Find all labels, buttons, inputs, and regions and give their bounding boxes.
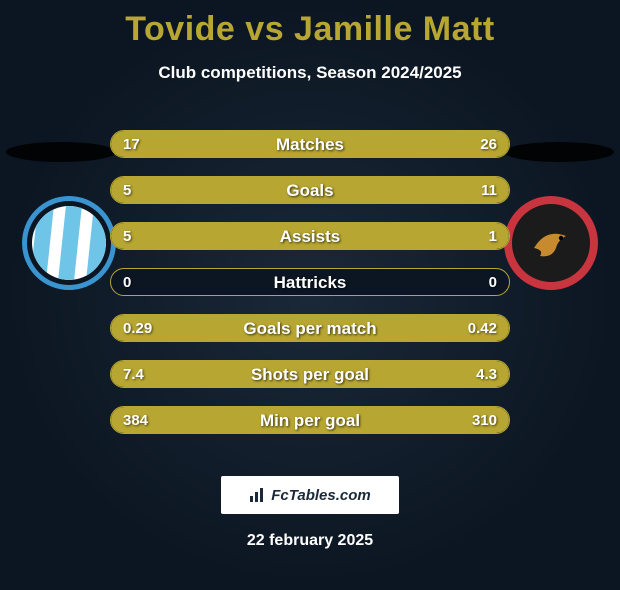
branding-text: FcTables.com [271,487,370,504]
stat-row: 1726Matches [110,130,510,158]
branding-chart-icon [249,486,267,504]
stat-row: 384310Min per goal [110,406,510,434]
stat-label: Goals per match [111,315,509,342]
colchester-badge-icon [32,206,106,280]
stat-row: 0.290.42Goals per match [110,314,510,342]
walsall-swift-icon [526,218,576,268]
player-shadow-right [504,142,614,162]
stat-row: 51Assists [110,222,510,250]
footer: FcTables.com 22 february 2025 [0,458,620,550]
branding-badge: FcTables.com [221,476,399,514]
comparison-rows: 1726Matches 511Goals 51Assists 00Hattricks 0… [110,130,510,452]
date: 22 february 2025 [0,532,620,550]
subtitle: Club competitions, Season 2024/2025 [0,63,620,83]
stat-label: Matches [111,131,509,158]
stat-label: Assists [111,223,509,250]
stat-row: 511Goals [110,176,510,204]
club-crest-left [22,196,116,290]
stat-row: 7.44.3Shots per goal [110,360,510,388]
stat-label: Hattricks [111,269,509,296]
club-crest-right [504,196,598,290]
stat-label: Goals [111,177,509,204]
page-title: Tovide vs Jamille Matt [0,10,620,49]
stat-label: Min per goal [111,407,509,434]
stat-row: 00Hattricks [110,268,510,296]
player-shadow-left [6,142,116,162]
stat-label: Shots per goal [111,361,509,388]
